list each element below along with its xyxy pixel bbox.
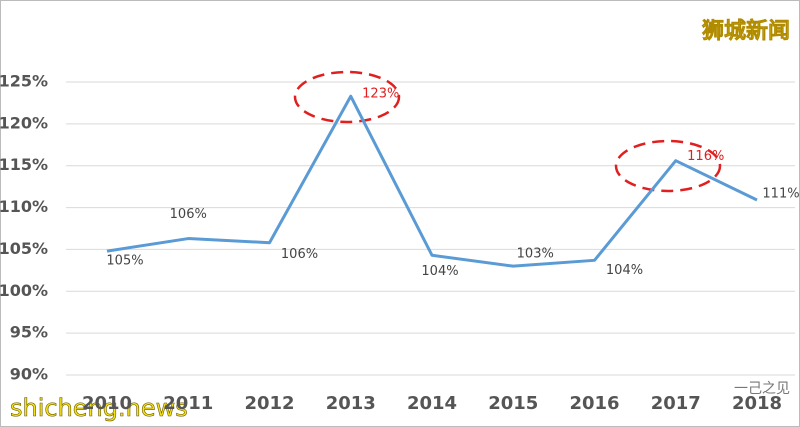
- data-label: 105%: [106, 254, 143, 269]
- x-tick-label: 2010: [82, 393, 132, 414]
- y-tick-label: 115%: [0, 155, 48, 174]
- y-tick-label: 125%: [0, 72, 48, 91]
- data-label: 104%: [606, 263, 643, 278]
- y-tick-label: 90%: [10, 365, 48, 384]
- y-tick-label: 120%: [0, 113, 48, 132]
- y-tick-label: 105%: [0, 239, 48, 258]
- data-label: 106%: [281, 247, 318, 262]
- y-tick-label: 95%: [10, 323, 48, 342]
- data-label: 104%: [421, 264, 458, 279]
- highlight-ring: [293, 70, 401, 124]
- data-label: 106%: [170, 207, 207, 222]
- x-tick-label: 2012: [244, 393, 294, 414]
- x-tick-label: 2016: [569, 393, 619, 414]
- line-series: [106, 94, 758, 268]
- x-tick-label: 2017: [651, 393, 701, 414]
- watermark: 狮城新闻: [702, 18, 790, 44]
- x-tick-label: 2011: [163, 393, 213, 414]
- x-tick-label: 2014: [407, 393, 457, 414]
- y-tick-label: 110%: [0, 197, 48, 216]
- data-label: 103%: [517, 247, 554, 262]
- y-tick-label: 100%: [0, 281, 48, 300]
- x-tick-label: 2015: [488, 393, 538, 414]
- x-tick-label: 2018: [732, 393, 782, 414]
- data-label: 123%: [362, 87, 399, 102]
- x-tick-label: 2013: [326, 393, 376, 414]
- watermark: shicheng.news: [10, 394, 188, 422]
- data-label: 111%: [762, 187, 799, 202]
- data-label: 116%: [687, 149, 724, 164]
- watermark: 一己之见: [734, 381, 790, 397]
- highlight-ring: [614, 139, 722, 193]
